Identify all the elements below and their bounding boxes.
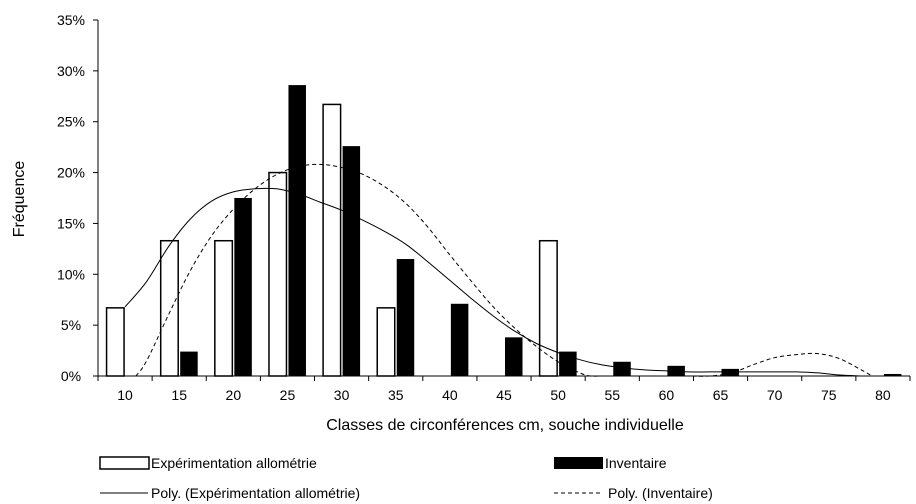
bar-inventaire bbox=[559, 351, 577, 376]
bar-experimentation bbox=[159, 239, 179, 377]
x-tick-label: 70 bbox=[767, 387, 783, 403]
legend-label-poly-inventaire: Poly. (Inventaire) bbox=[608, 485, 713, 501]
x-tick-label: 50 bbox=[550, 387, 566, 403]
bar-experimentation bbox=[214, 239, 234, 377]
x-tick-label: 25 bbox=[280, 387, 296, 403]
trendline-inventaire bbox=[135, 163, 873, 377]
y-tick-label: 10% bbox=[57, 266, 85, 282]
x-tick-label: 20 bbox=[226, 387, 242, 403]
x-tick-label: 55 bbox=[604, 387, 620, 403]
y-tick-label: 15% bbox=[57, 215, 85, 231]
x-tick-label: 60 bbox=[659, 387, 675, 403]
bar-experimentation bbox=[268, 171, 288, 377]
y-axis: 0% 5% 10% 15% 20% 25% 30% 35% bbox=[57, 12, 99, 384]
x-tick-label: 40 bbox=[442, 387, 458, 403]
x-tick-label: 35 bbox=[388, 387, 404, 403]
bar-inventaire bbox=[450, 303, 469, 376]
bar-inventaire bbox=[883, 373, 902, 376]
bar-inventaire bbox=[396, 259, 415, 376]
y-tick-label: 30% bbox=[57, 63, 85, 79]
x-tick-label: 30 bbox=[334, 387, 350, 403]
bar-experimentation bbox=[376, 307, 396, 377]
legend-label-poly-experimentation: Poly. (Expérimentation allométrie) bbox=[151, 485, 360, 501]
trendline-experimentation bbox=[124, 187, 862, 377]
y-tick-label: 20% bbox=[57, 165, 85, 181]
y-tick-label: 35% bbox=[57, 12, 85, 28]
bar-inventaire bbox=[180, 351, 198, 376]
legend-swatch-experimentation bbox=[99, 456, 150, 470]
x-tick-label: 10 bbox=[117, 387, 133, 403]
y-tick-label: 5% bbox=[61, 317, 81, 333]
bar-inventaire bbox=[342, 146, 361, 376]
x-tick-label: 45 bbox=[496, 387, 512, 403]
bar-inventaire bbox=[613, 361, 631, 376]
bar-experimentation bbox=[105, 307, 125, 377]
legend-label-inventaire: Inventaire bbox=[605, 455, 667, 471]
bar-inventaire bbox=[288, 85, 306, 377]
bar-inventaire bbox=[505, 337, 523, 376]
bar-inventaire bbox=[667, 365, 685, 376]
y-tick-label: 0% bbox=[61, 368, 81, 384]
bar-inventaire bbox=[721, 368, 740, 376]
x-axis-title: Classes de circonférences cm, souche ind… bbox=[326, 417, 684, 434]
bar-experimentation bbox=[322, 103, 342, 377]
x-tick-label: 80 bbox=[875, 387, 891, 403]
trendlines bbox=[124, 163, 873, 377]
legend: Expérimentation allométrie Inventaire Po… bbox=[99, 455, 713, 501]
bars bbox=[105, 85, 902, 377]
bar-experimentation bbox=[538, 239, 558, 377]
legend-swatch-inventaire bbox=[554, 457, 603, 469]
legend-label-experimentation: Expérimentation allométrie bbox=[151, 455, 317, 471]
x-axis: 10 15 20 25 30 35 40 45 50 55 60 65 70 75 80 bbox=[97, 375, 911, 403]
bar-inventaire bbox=[234, 198, 252, 376]
x-tick-label: 15 bbox=[171, 387, 187, 403]
y-axis-title: Fréquence bbox=[11, 161, 28, 238]
x-tick-label: 75 bbox=[821, 387, 837, 403]
x-tick-label: 65 bbox=[713, 387, 729, 403]
y-tick-label: 25% bbox=[57, 114, 85, 130]
